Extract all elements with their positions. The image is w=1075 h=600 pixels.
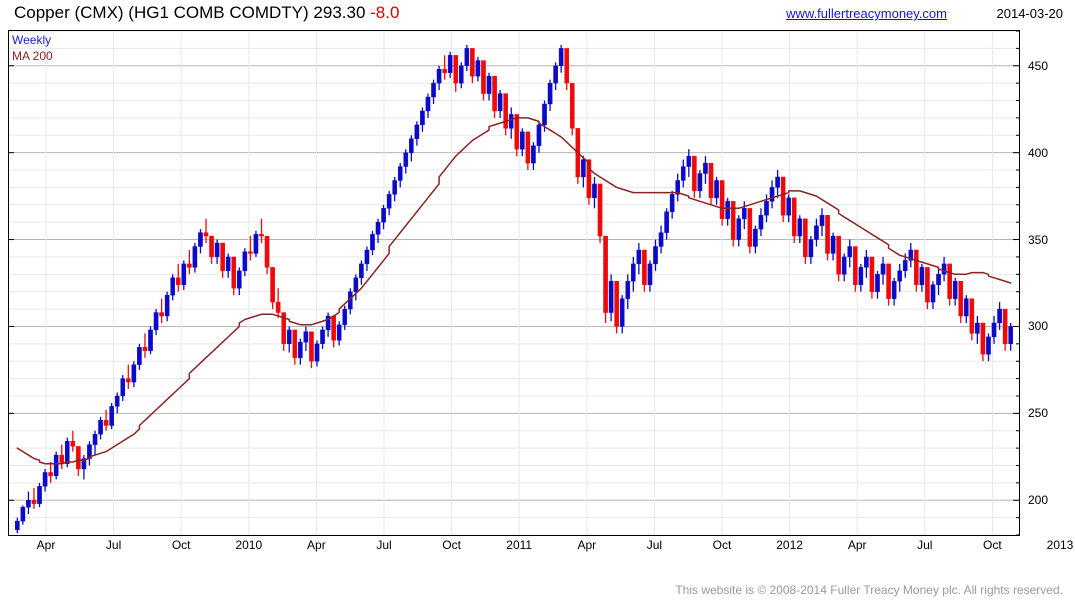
x-axis-tick-label: Jul: [105, 538, 122, 552]
instrument-title-text: Copper (CMX) (HG1 COMB COMDTY) 293.30: [14, 3, 366, 22]
copyright-footer: This website is © 2008-2014 Fuller Treac…: [675, 583, 1063, 597]
legend-item-weekly: Weekly: [12, 33, 52, 47]
y-axis-tick-label: 200: [1028, 493, 1049, 508]
x-axis-tick-label: Apr: [847, 538, 867, 552]
x-axis-tick-label: Jul: [917, 538, 933, 552]
x-axis-tick-label: 2010: [235, 538, 263, 552]
chart-data-layer: [15, 44, 1013, 534]
x-axis-tick-label: Oct: [983, 538, 1002, 552]
x-axis-tick-label: 2013: [1046, 538, 1074, 552]
x-axis-tick-label: Apr: [307, 538, 326, 552]
chart-plot-area[interactable]: [8, 30, 1020, 536]
x-axis-tick-label: Oct: [712, 538, 732, 552]
x-axis-tick-label: Jul: [376, 538, 392, 552]
x-axis-tick-label: 2011: [506, 538, 533, 552]
y-axis-tick-label: 450: [1028, 58, 1049, 73]
y-axis-tick-label: 250: [1028, 406, 1049, 421]
x-axis-tick-label: 2012: [776, 538, 803, 552]
y-axis-tick-label: 350: [1028, 232, 1049, 247]
x-axis-tick-label: Oct: [171, 538, 191, 552]
website-link[interactable]: www.fullertreacymoney.com: [786, 6, 947, 21]
y-axis-tick-label: 300: [1028, 319, 1049, 334]
chart-title: Copper (CMX) (HG1 COMB COMDTY) 293.30 -8…: [14, 3, 399, 23]
x-axis-tick-label: Apr: [36, 538, 56, 552]
x-axis-labels: Apr Jul Oct 2010 Apr Jul Oct 2011 Apr Jul Oct 2012 A…: [8, 538, 1074, 558]
x-axis-tick-label: Apr: [577, 538, 597, 552]
chart-gridlines: [9, 31, 1019, 535]
chart-header: Copper (CMX) (HG1 COMB COMDTY) 293.30 -8…: [0, 0, 1075, 26]
chart-legend: Weekly MA 200: [12, 32, 53, 64]
y-axis-tick-label: 400: [1028, 145, 1049, 160]
as-of-date: 2014-03-20: [996, 6, 1064, 21]
price-change: -8.0: [370, 3, 400, 22]
y-axis-labels: 200 250 300 350 400 450: [1024, 30, 1074, 536]
x-axis-tick-label: Jul: [646, 538, 663, 552]
legend-item-ma200: MA 200: [12, 49, 53, 63]
x-axis-tick-label: Oct: [442, 538, 461, 552]
